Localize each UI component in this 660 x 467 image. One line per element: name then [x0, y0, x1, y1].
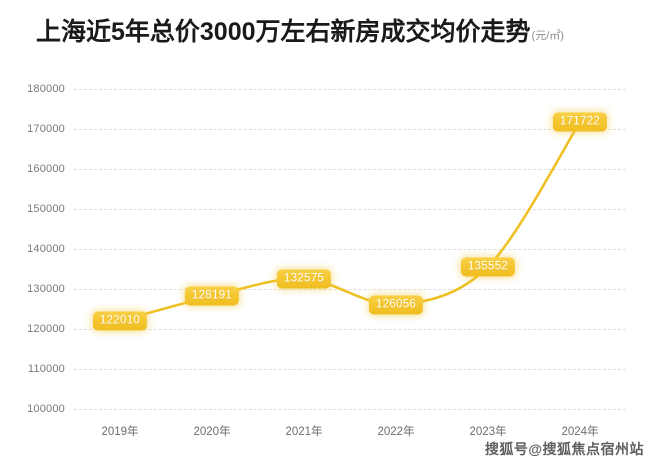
gridline: [74, 329, 626, 330]
chart-title-unit: (元/㎡): [531, 30, 564, 42]
chart-plot-area: 180000 170000 160000 150000 140000 130000 1200…: [27, 83, 626, 438]
y-axis-tick-label: 100000: [27, 403, 65, 415]
data-point-label: 171722: [552, 112, 608, 132]
y-axis-tick-label: 150000: [27, 203, 65, 215]
y-axis-tick-label: 170000: [27, 123, 65, 135]
page-title: 上海近5年总价3000万左右新房成交均价走势 (元/㎡): [36, 20, 564, 45]
watermark: 搜狐号@搜狐焦点宿州站: [484, 441, 644, 457]
x-axis-tick-label: 2020年: [193, 426, 231, 438]
data-point-label: 132575: [276, 269, 332, 289]
y-axis-tick-label: 120000: [27, 323, 65, 335]
gridline: [74, 89, 626, 90]
x-axis-tick-label: 2022年: [377, 426, 415, 438]
line-series-svg: [118, 120, 582, 323]
data-point-label: 126056: [368, 295, 424, 315]
gridline: [74, 369, 626, 370]
gridline: [74, 409, 626, 410]
gridline: [74, 209, 626, 210]
y-axis-tick-label: 110000: [27, 363, 65, 375]
gridline: [74, 249, 626, 250]
x-axis-tick-label: 2024年: [561, 426, 599, 438]
data-point-label: 135552: [460, 257, 516, 277]
x-axis-tick-label: 2023年: [469, 426, 507, 438]
y-axis-tick-label: 160000: [27, 163, 65, 175]
gridline: [74, 169, 626, 170]
x-axis-tick-label: 2019年: [101, 426, 139, 438]
gridline: [74, 289, 626, 290]
x-axis-tick-label: 2021年: [285, 426, 323, 438]
data-point-label: 122010: [92, 311, 148, 331]
y-axis-tick-label: 140000: [27, 243, 65, 255]
chart-title-text: 上海近5年总价3000万左右新房成交均价走势: [36, 18, 531, 46]
y-axis-tick-label: 180000: [27, 83, 65, 95]
data-point-label: 128191: [184, 286, 240, 306]
y-axis-tick-label: 130000: [27, 283, 65, 295]
gridline: [74, 129, 626, 130]
